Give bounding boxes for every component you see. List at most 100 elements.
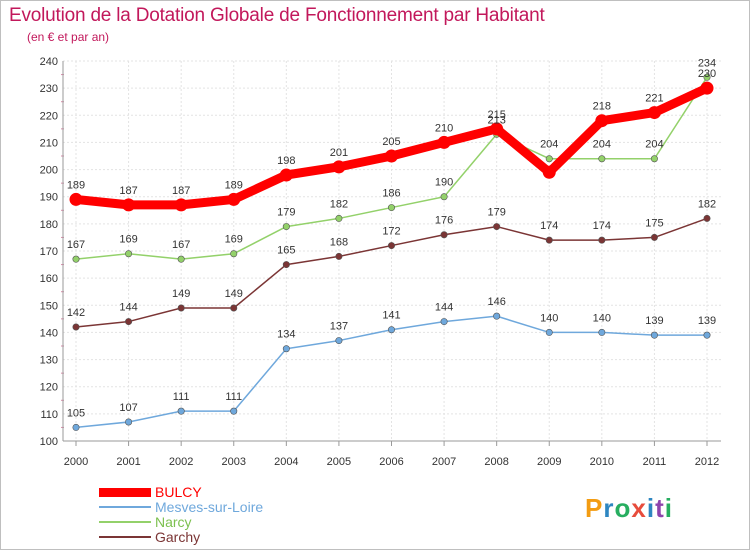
y-tick-label: 240 xyxy=(40,56,58,68)
data-label: 187 xyxy=(172,185,190,197)
logo-letter: P xyxy=(585,493,604,523)
data-label: 176 xyxy=(435,215,453,227)
axes: 100 110 120 130 140 150 160 170 180 190 200 210 220 2… xyxy=(40,56,721,468)
y-tick-label: 210 xyxy=(40,137,58,149)
data-label: 107 xyxy=(119,402,137,414)
data-point xyxy=(282,345,290,353)
data-point xyxy=(177,304,185,312)
legend-swatch xyxy=(99,521,151,523)
data-label: 234 xyxy=(698,57,716,69)
data-point xyxy=(440,318,448,326)
data-label: 182 xyxy=(330,198,348,210)
chart-title: Evolution de la Dotation Globale de Fonc… xyxy=(9,5,545,26)
legend-label: Garchy xyxy=(155,529,201,545)
data-label: 189 xyxy=(67,179,85,191)
data-point xyxy=(72,323,80,331)
x-tick-label: 2012 xyxy=(695,456,719,468)
y-tick-label: 100 xyxy=(40,436,58,448)
data-label: 146 xyxy=(487,296,505,308)
legend-swatch xyxy=(99,487,151,497)
grid xyxy=(63,60,721,442)
y-tick-label: 180 xyxy=(40,219,58,231)
logo-letter: i xyxy=(646,493,656,523)
proxiti-logo: Proxiti xyxy=(585,493,673,524)
data-point xyxy=(437,135,451,149)
x-tick-label: 2004 xyxy=(274,456,298,468)
logo-letter: r xyxy=(603,493,615,523)
logo-letter: x xyxy=(631,493,647,523)
legend-label: BULCY xyxy=(155,484,202,500)
data-point xyxy=(647,106,661,120)
y-tick-label: 150 xyxy=(40,300,58,312)
y-tick-label: 200 xyxy=(40,165,58,177)
legend-label: Mesves-sur-Loire xyxy=(155,499,264,515)
data-label: 139 xyxy=(698,315,716,327)
legend-swatch xyxy=(99,536,151,538)
data-point xyxy=(125,250,133,258)
data-label: 189 xyxy=(225,179,243,191)
data-label: 221 xyxy=(645,93,663,105)
data-point xyxy=(440,231,448,239)
data-point xyxy=(279,168,293,182)
data-point xyxy=(598,328,606,336)
data-label: 213 xyxy=(487,114,505,126)
data-point xyxy=(650,233,658,241)
y-tick-label: 220 xyxy=(40,110,58,122)
data-label: 186 xyxy=(382,188,400,200)
data-label: 111 xyxy=(225,391,242,403)
data-label: 174 xyxy=(593,220,611,232)
data-point xyxy=(598,236,606,244)
data-point xyxy=(598,155,606,163)
data-point xyxy=(650,155,658,163)
data-point xyxy=(72,255,80,263)
data-point xyxy=(703,331,711,339)
data-point xyxy=(493,312,501,320)
data-point xyxy=(387,242,395,250)
data-label: 210 xyxy=(435,122,453,134)
x-tick-label: 2001 xyxy=(116,456,140,468)
x-tick-label: 2006 xyxy=(379,456,403,468)
data-point xyxy=(545,236,553,244)
data-label: 218 xyxy=(593,101,611,113)
data-point xyxy=(230,304,238,312)
data-point xyxy=(335,337,343,345)
data-point xyxy=(69,192,83,206)
data-label: 187 xyxy=(119,185,137,197)
data-point xyxy=(703,214,711,222)
data-point xyxy=(125,318,133,326)
data-point xyxy=(387,326,395,334)
data-label: 204 xyxy=(593,139,611,151)
data-label: 190 xyxy=(435,177,453,189)
data-label: 172 xyxy=(382,226,400,238)
x-tick-label: 2005 xyxy=(327,456,351,468)
series-bulcy xyxy=(69,81,714,212)
data-label: 149 xyxy=(172,288,190,300)
data-label: 134 xyxy=(277,329,295,341)
data-point xyxy=(440,193,448,201)
data-label: 168 xyxy=(330,236,348,248)
data-point xyxy=(595,114,609,128)
logo-letter: i xyxy=(664,493,673,523)
logo-letter: t xyxy=(655,493,665,523)
data-point xyxy=(230,407,238,415)
data-point xyxy=(227,192,241,206)
data-label: 201 xyxy=(330,147,348,159)
data-label: 169 xyxy=(119,234,137,246)
x-tick-label: 2009 xyxy=(537,456,561,468)
data-point xyxy=(282,261,290,269)
data-point xyxy=(335,252,343,260)
data-label: 144 xyxy=(435,302,453,314)
data-point xyxy=(174,198,188,212)
data-label: 111 xyxy=(173,391,190,403)
data-point xyxy=(493,223,501,231)
y-tick-label: 130 xyxy=(40,355,58,367)
data-label: 198 xyxy=(277,155,295,167)
y-tick-label: 230 xyxy=(40,83,58,95)
data-point xyxy=(177,255,185,263)
data-point xyxy=(490,122,504,136)
series-layer xyxy=(69,73,714,431)
x-tick-label: 2007 xyxy=(432,456,456,468)
data-label: 141 xyxy=(382,310,400,322)
data-label: 204 xyxy=(645,139,663,151)
